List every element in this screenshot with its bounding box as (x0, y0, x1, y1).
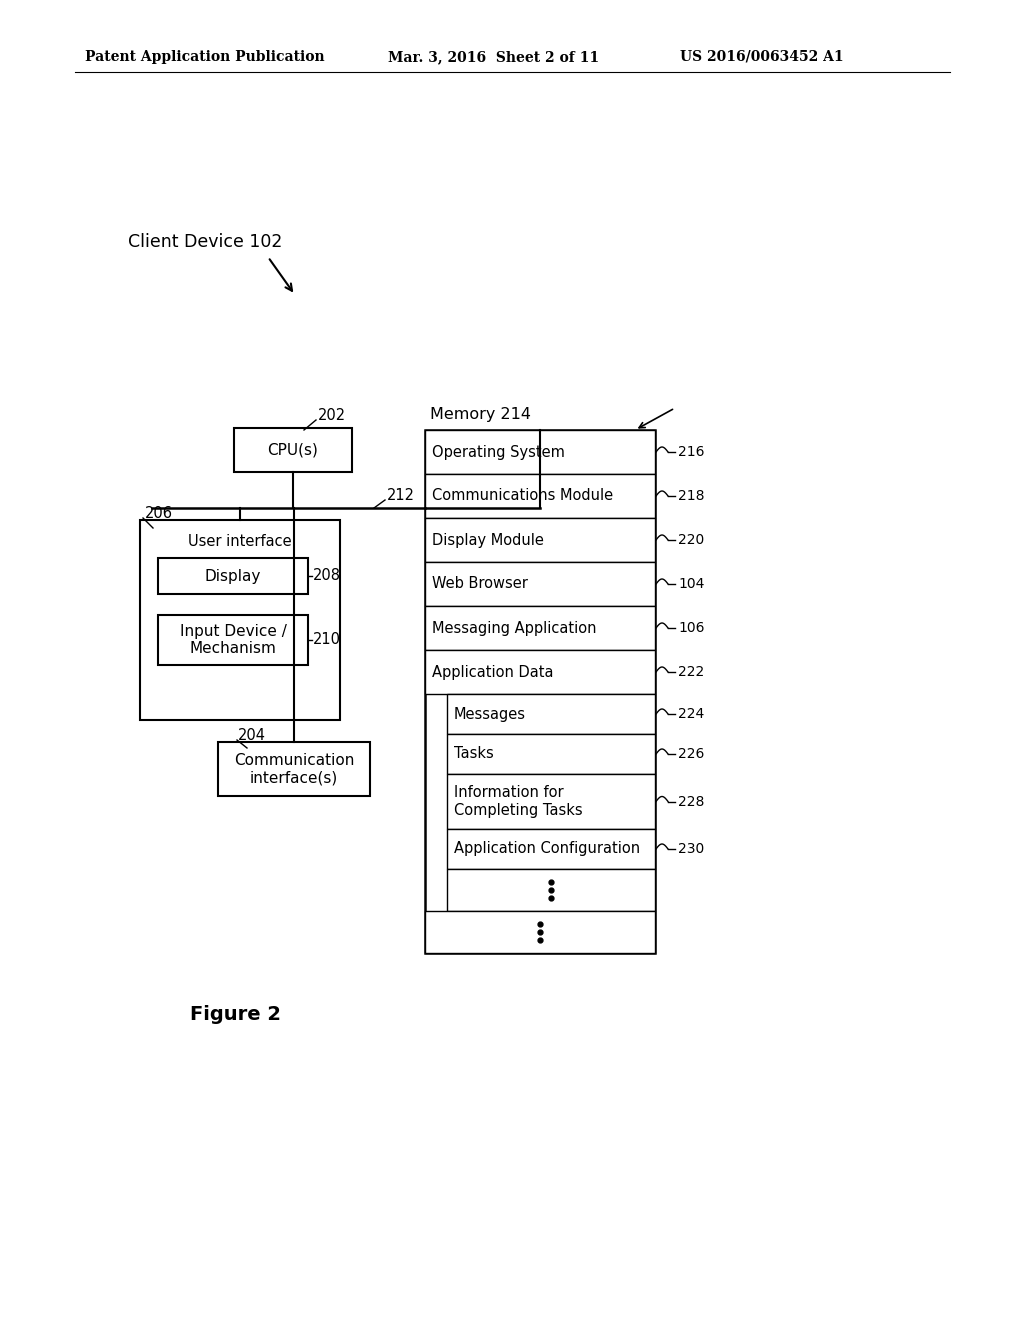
Text: Information for
Completing Tasks: Information for Completing Tasks (454, 785, 583, 817)
Bar (158, 615, 308, 665)
Text: Operating System: Operating System (432, 445, 565, 459)
Text: 228: 228 (678, 795, 705, 808)
Text: Memory 214: Memory 214 (430, 407, 531, 421)
Text: 226: 226 (678, 747, 705, 762)
Text: Figure 2: Figure 2 (189, 1006, 281, 1024)
Text: CPU(s): CPU(s) (267, 442, 318, 458)
Text: Application Data: Application Data (432, 664, 554, 680)
Bar (425, 517, 655, 562)
Text: 224: 224 (678, 708, 705, 721)
Text: 202: 202 (318, 408, 346, 424)
Bar (140, 520, 340, 719)
Text: Application Configuration: Application Configuration (454, 842, 640, 857)
Bar (447, 694, 655, 734)
Bar (447, 869, 655, 911)
Text: Mar. 3, 2016  Sheet 2 of 11: Mar. 3, 2016 Sheet 2 of 11 (388, 50, 599, 63)
Text: 204: 204 (238, 729, 266, 743)
Bar (425, 430, 655, 474)
Text: User interface: User interface (188, 535, 292, 549)
Text: 106: 106 (678, 620, 705, 635)
Text: 216: 216 (678, 445, 705, 459)
Text: 212: 212 (387, 488, 415, 503)
Bar (425, 562, 655, 606)
Text: US 2016/0063452 A1: US 2016/0063452 A1 (680, 50, 844, 63)
Bar (447, 774, 655, 829)
Text: 104: 104 (678, 577, 705, 591)
Text: Messaging Application: Messaging Application (432, 620, 597, 635)
Bar (425, 911, 655, 953)
Text: 230: 230 (678, 842, 705, 855)
Text: 210: 210 (313, 632, 341, 648)
Text: Communication
interface(s): Communication interface(s) (233, 752, 354, 785)
Text: Display: Display (205, 569, 261, 583)
Text: 206: 206 (145, 507, 173, 521)
Bar (158, 558, 308, 594)
Text: 218: 218 (678, 488, 705, 503)
Text: 222: 222 (678, 665, 705, 678)
Text: Web Browser: Web Browser (432, 577, 528, 591)
Text: Patent Application Publication: Patent Application Publication (85, 50, 325, 63)
Bar (425, 606, 655, 649)
Text: Tasks: Tasks (454, 747, 494, 762)
Bar (425, 430, 655, 953)
Bar (234, 428, 352, 473)
Bar (218, 742, 370, 796)
Bar (425, 649, 655, 694)
Text: Messages: Messages (454, 706, 526, 722)
Text: Display Module: Display Module (432, 532, 544, 548)
Text: Input Device /
Mechanism: Input Device / Mechanism (179, 624, 287, 656)
Text: Communications Module: Communications Module (432, 488, 613, 503)
Bar (447, 829, 655, 869)
Text: Client Device 102: Client Device 102 (128, 234, 283, 251)
Text: 208: 208 (313, 569, 341, 583)
Bar (447, 734, 655, 774)
Text: 220: 220 (678, 533, 705, 546)
Bar (425, 474, 655, 517)
